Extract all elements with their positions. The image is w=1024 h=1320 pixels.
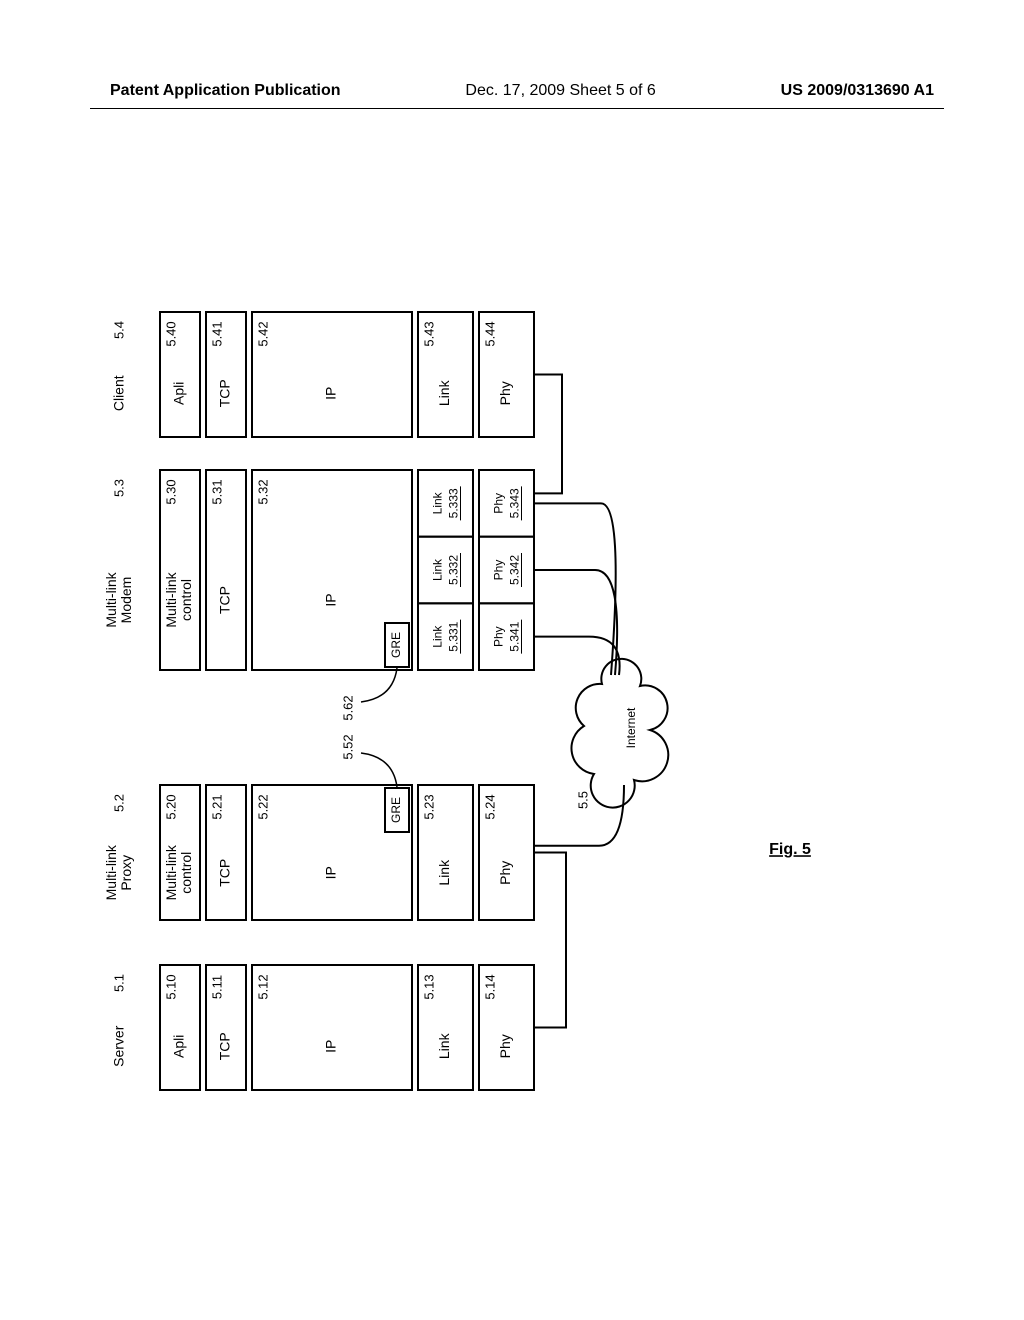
svg-text:Phy: Phy [492,560,506,581]
svg-text:control: control [178,852,194,894]
svg-text:Phy: Phy [497,1034,513,1058]
svg-text:5.4: 5.4 [111,321,126,339]
figure-5-diagram: Server 5.1 Apli 5.10 TCP 5.11 IP 5.12 Link 5.13 Ph… [100,130,920,1230]
svg-text:Link: Link [431,491,445,514]
svg-text:5.10: 5.10 [163,974,178,999]
svg-text:5.1: 5.1 [111,974,126,992]
svg-text:Server: Server [111,1025,127,1067]
svg-text:5.52: 5.52 [340,734,355,759]
svg-text:IP: IP [323,1040,339,1053]
svg-text:5.30: 5.30 [163,479,178,504]
header-right: US 2009/0313690 A1 [781,82,934,100]
svg-text:Multi-link: Multi-link [103,844,119,900]
svg-text:5.62: 5.62 [340,695,355,720]
svg-text:5.40: 5.40 [163,321,178,346]
svg-text:IP: IP [323,593,339,606]
svg-text:GRE: GRE [389,797,403,823]
svg-text:Internet: Internet [624,707,638,748]
svg-text:5.11: 5.11 [209,975,224,999]
svg-text:Phy: Phy [492,626,506,647]
svg-text:5.23: 5.23 [421,794,436,819]
svg-text:5.13: 5.13 [421,974,436,999]
svg-text:Proxy: Proxy [118,855,134,891]
svg-text:5.2: 5.2 [111,794,126,812]
svg-text:5.24: 5.24 [482,794,497,819]
svg-text:Link: Link [436,859,452,886]
header-center: Dec. 17, 2009 Sheet 5 of 6 [465,82,655,100]
svg-text:TCP: TCP [217,859,233,887]
svg-text:5.43: 5.43 [421,321,436,346]
svg-text:TCP: TCP [217,586,233,614]
svg-text:5.32: 5.32 [255,479,270,504]
header-left: Patent Application Publication [110,82,341,100]
svg-text:5.341: 5.341 [508,621,522,651]
svg-text:5.42: 5.42 [255,321,270,346]
svg-text:TCP: TCP [217,379,233,407]
svg-text:Apli: Apli [171,382,187,405]
svg-text:5.333: 5.333 [447,488,461,518]
svg-text:5.41: 5.41 [209,321,224,346]
svg-text:5.20: 5.20 [163,794,178,819]
page-header: Patent Application Publication Dec. 17, … [110,82,934,100]
svg-text:5.31: 5.31 [209,479,224,504]
svg-text:5.343: 5.343 [508,488,522,518]
header-rule [90,108,944,109]
svg-text:Fig. 5: Fig. 5 [769,841,811,858]
svg-text:control: control [178,579,194,621]
svg-text:IP: IP [323,387,339,400]
svg-text:Link: Link [436,1032,452,1059]
svg-text:IP: IP [323,866,339,879]
svg-text:5.5: 5.5 [575,791,590,809]
svg-text:5.342: 5.342 [508,555,522,585]
svg-text:Phy: Phy [497,381,513,405]
svg-text:Client: Client [111,375,127,411]
svg-text:5.14: 5.14 [482,974,497,999]
svg-text:5.21: 5.21 [209,794,224,819]
svg-text:Multi-link: Multi-link [163,571,179,627]
svg-text:Phy: Phy [492,493,506,514]
svg-text:GRE: GRE [389,632,403,658]
svg-text:Phy: Phy [497,861,513,885]
svg-text:Apli: Apli [171,1035,187,1058]
svg-text:5.22: 5.22 [255,794,270,819]
svg-text:Link: Link [436,379,452,406]
svg-text:Multi-link: Multi-link [163,844,179,900]
svg-text:Link: Link [431,558,445,581]
svg-text:Multi-link: Multi-link [103,571,119,627]
svg-text:Modem: Modem [118,577,134,624]
svg-text:5.332: 5.332 [447,555,461,585]
svg-text:TCP: TCP [217,1032,233,1060]
svg-text:5.12: 5.12 [255,974,270,999]
svg-text:5.331: 5.331 [447,621,461,651]
svg-text:5.44: 5.44 [482,321,497,346]
svg-text:Link: Link [431,625,445,648]
svg-text:5.3: 5.3 [111,479,126,497]
